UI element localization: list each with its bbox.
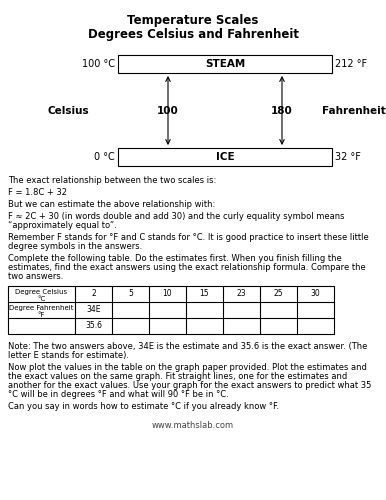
Text: Remember F stands for °F and C stands for °C. It is good practice to insert thes: Remember F stands for °F and C stands fo… — [8, 233, 369, 242]
Text: Complete the following table. Do the estimates first. When you finish filling th: Complete the following table. Do the est… — [8, 254, 342, 263]
Text: Degrees Celsius and Fahrenheit: Degrees Celsius and Fahrenheit — [88, 28, 298, 41]
Text: °C: °C — [37, 296, 46, 302]
Bar — [118, 55, 332, 73]
Text: 100: 100 — [157, 106, 179, 116]
Text: another for the exact values. Use your graph for the exact answers to predict wh: another for the exact values. Use your g… — [8, 381, 371, 390]
Text: www.mathslab.com: www.mathslab.com — [152, 421, 234, 430]
Bar — [8, 286, 334, 334]
Text: 100 °C: 100 °C — [82, 59, 115, 69]
Text: 15: 15 — [200, 290, 209, 298]
Text: 32 °F: 32 °F — [335, 152, 361, 162]
Text: 23: 23 — [237, 290, 246, 298]
Text: Now plot the values in the table on the graph paper provided. Plot the estimates: Now plot the values in the table on the … — [8, 363, 367, 372]
Text: Celsius: Celsius — [47, 106, 89, 116]
Text: the exact values on the same graph. Fit straight lines, one for the estimates an: the exact values on the same graph. Fit … — [8, 372, 347, 381]
Text: F ≈ 2C + 30 (in words double and add 30) and the curly equality symbol means: F ≈ 2C + 30 (in words double and add 30)… — [8, 212, 344, 221]
Text: 180: 180 — [271, 106, 293, 116]
Text: Temperature Scales: Temperature Scales — [127, 14, 259, 27]
Text: The exact relationship between the two scales is:: The exact relationship between the two s… — [8, 176, 216, 185]
Text: 10: 10 — [163, 290, 172, 298]
Text: ICE: ICE — [216, 152, 234, 162]
Text: Degree Celsius: Degree Celsius — [15, 289, 68, 295]
Text: 212 °F: 212 °F — [335, 59, 367, 69]
Text: 35.6: 35.6 — [85, 322, 102, 330]
Text: °F: °F — [38, 312, 45, 318]
Text: 2: 2 — [91, 290, 96, 298]
Text: letter E stands for estimate).: letter E stands for estimate). — [8, 351, 129, 360]
Text: estimates, find the exact answers using the exact relationship formula. Compare : estimates, find the exact answers using … — [8, 263, 366, 272]
Text: two answers.: two answers. — [8, 272, 63, 281]
Text: 30: 30 — [311, 290, 320, 298]
Text: Fahrenheit: Fahrenheit — [322, 106, 386, 116]
Text: 34E: 34E — [86, 306, 101, 314]
Text: Degree Fahrenheit: Degree Fahrenheit — [9, 305, 74, 311]
Text: Can you say in words how to estimate °C if you already know °F.: Can you say in words how to estimate °C … — [8, 402, 279, 411]
Text: 5: 5 — [128, 290, 133, 298]
Text: F = 1.8C + 32: F = 1.8C + 32 — [8, 188, 67, 197]
Text: “approximately equal to”.: “approximately equal to”. — [8, 221, 117, 230]
Bar — [118, 148, 332, 166]
Text: STEAM: STEAM — [205, 59, 245, 69]
Text: But we can estimate the above relationship with:: But we can estimate the above relationsh… — [8, 200, 215, 209]
Text: °C will be in degrees °F and what will 90 °F be in °C.: °C will be in degrees °F and what will 9… — [8, 390, 229, 399]
Text: 25: 25 — [274, 290, 283, 298]
Text: degree symbols in the answers.: degree symbols in the answers. — [8, 242, 142, 251]
Text: 0 °C: 0 °C — [94, 152, 115, 162]
Text: Note: The two answers above, 34E is the estimate and 35.6 is the exact answer. (: Note: The two answers above, 34E is the … — [8, 342, 367, 351]
